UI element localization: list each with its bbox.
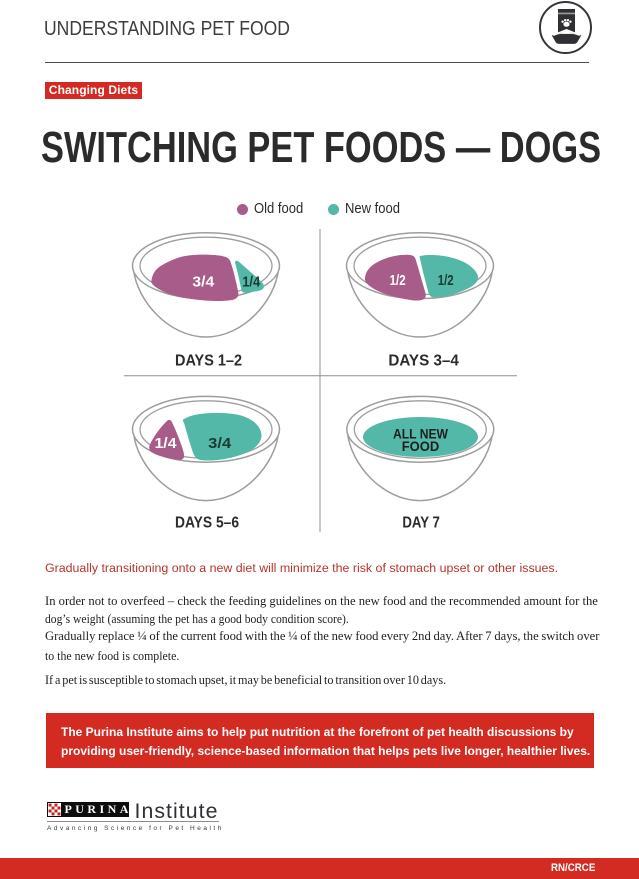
svg-text:FOOD: FOOD — [402, 439, 440, 454]
svg-text:DAYS 1–2: DAYS 1–2 — [175, 352, 242, 369]
svg-text:1/2: 1/2 — [390, 272, 406, 289]
svg-text:1/4: 1/4 — [242, 273, 261, 290]
svg-text:1/2: 1/2 — [438, 272, 454, 289]
svg-text:DAYS 3–4: DAYS 3–4 — [388, 352, 459, 369]
svg-text:3/4: 3/4 — [192, 274, 214, 291]
svg-text:1/4: 1/4 — [155, 435, 178, 452]
svg-text:ALL NEW: ALL NEW — [393, 427, 448, 442]
svg-text:DAYS 5–6: DAYS 5–6 — [175, 514, 239, 531]
svg-text:3/4: 3/4 — [208, 435, 232, 452]
svg-text:DAY 7: DAY 7 — [402, 514, 440, 531]
